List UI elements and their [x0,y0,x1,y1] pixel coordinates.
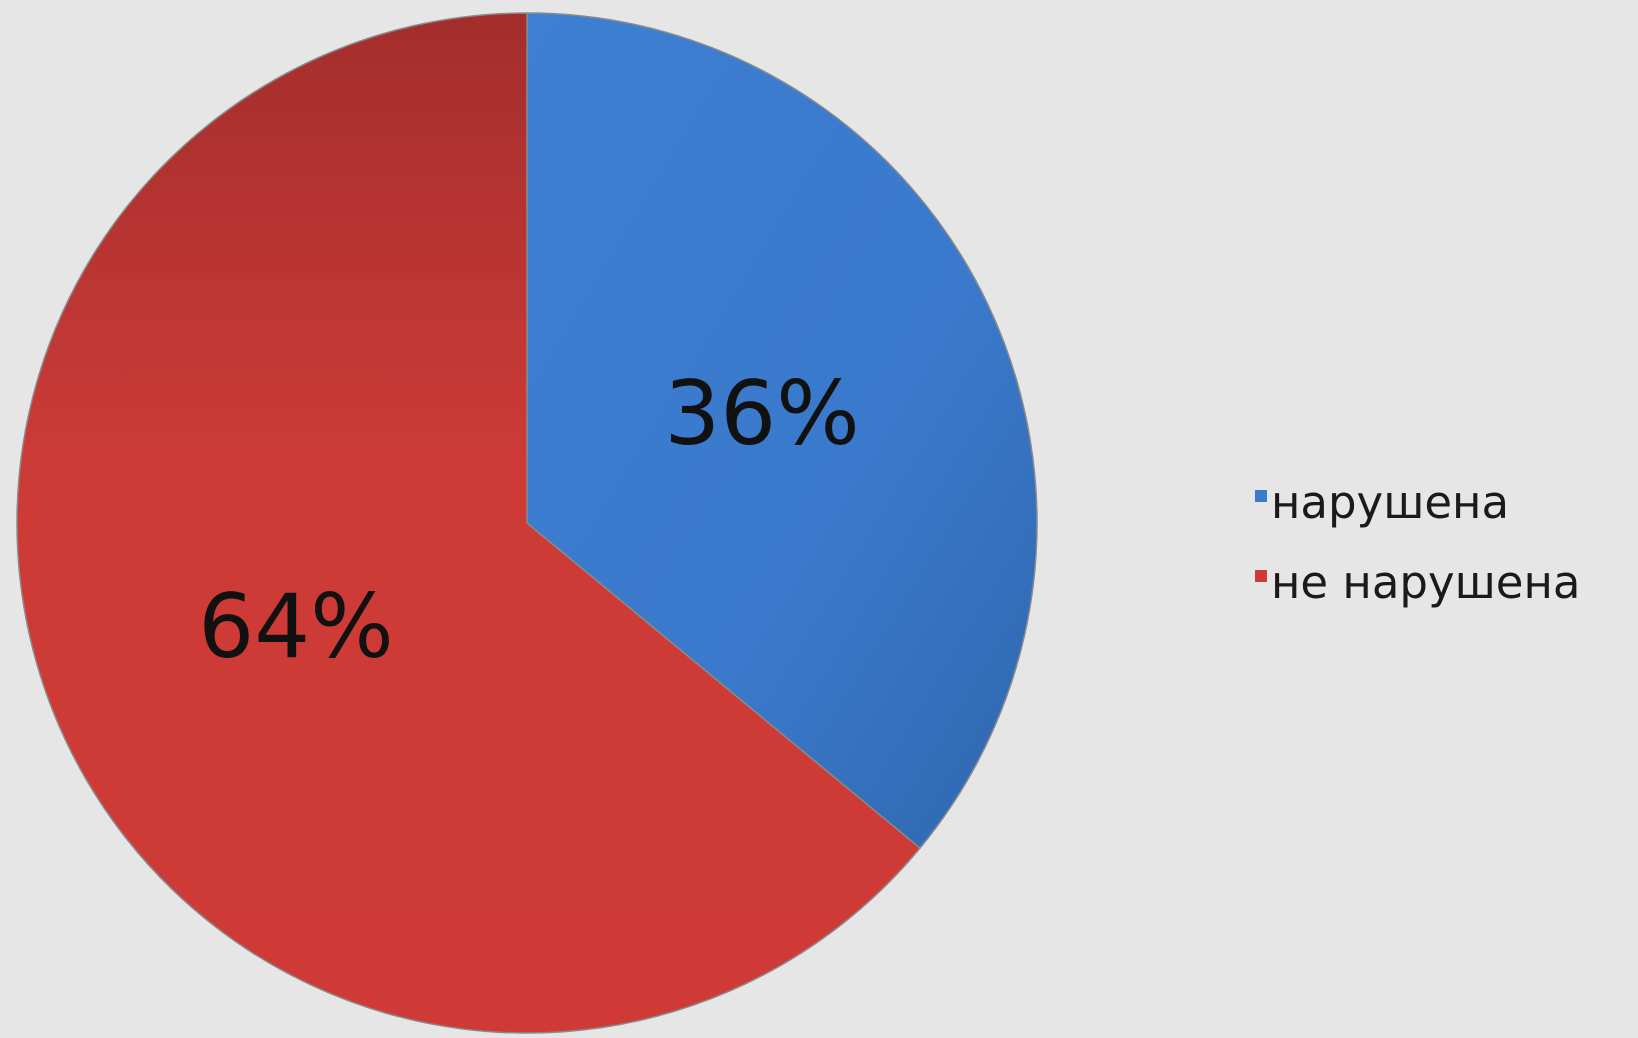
legend-swatch-narushena [1255,490,1267,502]
legend: нарушена не нарушена [1255,463,1580,623]
pie-slice-ne-narushena [16,12,922,1034]
data-label-ne-narushena: 64% [198,575,394,678]
data-label-narushena: 36% [664,362,860,465]
legend-entry-narushena: нарушена [1255,463,1580,543]
legend-label-narushena: нарушена [1271,476,1510,529]
legend-entry-ne-narushena: не нарушена [1255,543,1580,623]
pie-slice-narushena [526,12,1038,850]
pie-slices [16,12,1038,1034]
pie-data-labels: 36% 64% [198,362,860,678]
legend-swatch-ne-narushena [1255,570,1267,582]
legend-label-ne-narushena: не нарушена [1271,556,1581,609]
